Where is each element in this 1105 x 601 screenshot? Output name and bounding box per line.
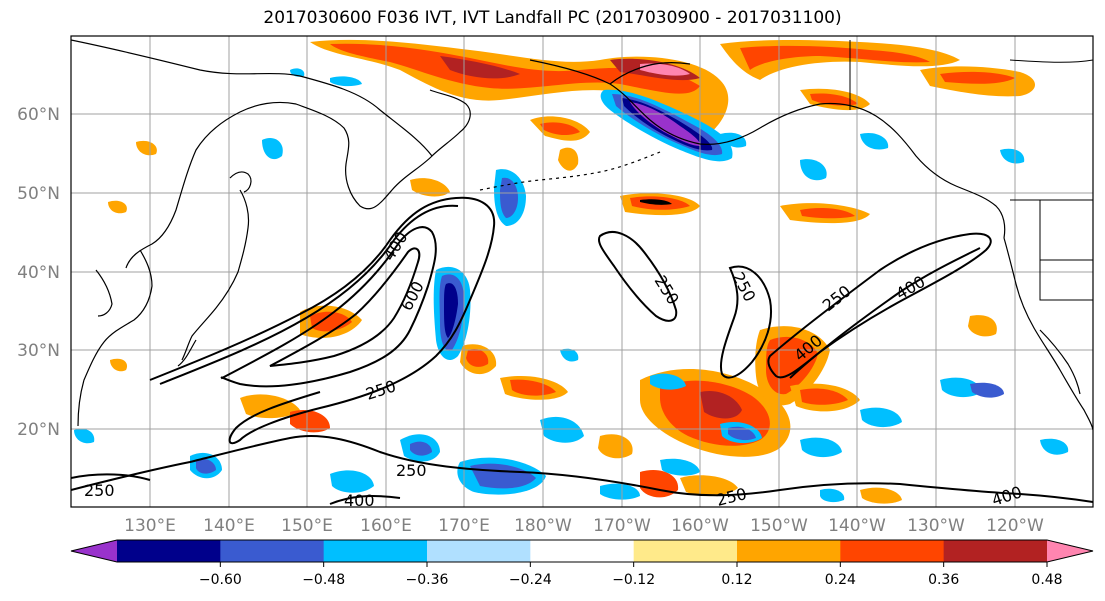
map-title: 2017030600 F036 IVT, IVT Landfall PC (20… [263,8,842,28]
lat-label: 30°N [17,341,60,361]
colorbar-segment [840,540,945,562]
colorbar-segment [943,540,1048,562]
lat-label: 60°N [17,105,60,125]
lon-label: 150°W [750,516,808,536]
colorbar-tick-label: −0.24 [509,572,552,588]
colorbar-segment [323,540,428,562]
positive-ivt-anomaly-patches [108,39,1035,504]
latitude-labels: 60°N 50°N 40°N 30°N 20°N [17,105,60,440]
lon-label: 140°W [828,516,886,536]
contour-label: 250 [84,481,115,500]
coastlines [71,39,1093,431]
colorbar-segment [633,540,738,562]
lon-label: 120°W [986,516,1044,536]
lon-label: 130°W [907,516,965,536]
lon-label: 140°E [203,516,255,536]
colorbar-tick-label: −0.12 [612,572,655,588]
lon-label: 160°W [671,516,729,536]
colorbar-segment [220,540,325,562]
colorbar-segment [117,540,221,562]
colorbar-tick-label: 0.12 [721,572,752,588]
colorbar-tick-label: −0.48 [302,572,345,588]
lat-label: 40°N [17,263,60,283]
lon-label: 170°W [593,516,651,536]
colorbar: −0.60 −0.48 −0.36 −0.24 −0.12 0.12 0.24 0.36 0.4… [70,539,1094,588]
colorbar-tick-label: −0.60 [199,572,242,588]
colorbar-extend-low [71,540,117,562]
lon-label: 150°E [281,516,333,536]
lon-label: 130°E [124,516,176,536]
colorbar-segment [530,540,635,562]
map-frame [70,35,1094,508]
negative-ivt-anomaly-patches [74,68,1069,503]
lon-label: 160°E [360,516,412,536]
longitude-labels: 130°E 140°E 150°E 160°E 170°E 180°W 170°… [124,516,1044,536]
contour-label: 250 [396,461,427,480]
lat-label: 50°N [17,184,60,204]
ivt-contours [71,196,1093,505]
colorbar-tick-label: −0.36 [406,572,449,588]
colorbar-outline [70,539,1094,563]
contour-label: 400 [344,491,375,510]
colorbar-segment [427,540,531,562]
colorbar-segment [737,540,841,562]
lon-label: 170°E [438,516,490,536]
colorbar-tick-label: 0.36 [928,572,959,588]
colorbar-tick-label: 0.48 [1031,572,1062,588]
colorbar-tick-label: 0.24 [825,572,856,588]
colorbar-extend-high [1047,540,1093,562]
lat-label: 20°N [17,420,60,440]
lon-label: 180°W [514,516,572,536]
contour-label: 250 [714,484,748,510]
